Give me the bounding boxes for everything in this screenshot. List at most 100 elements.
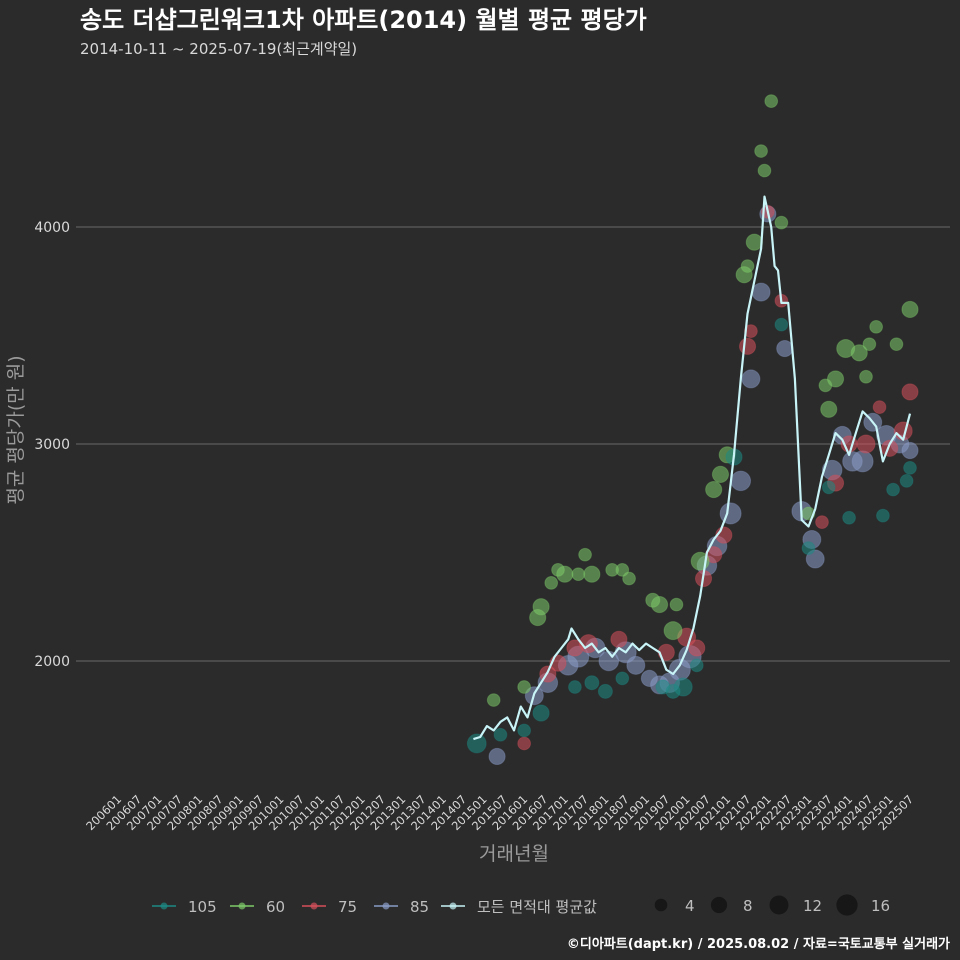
point-60	[826, 370, 845, 388]
legend-label: 85	[410, 898, 429, 916]
legend-label: 105	[188, 898, 217, 916]
y-tick-label: 2000	[34, 654, 70, 670]
point-60	[544, 576, 559, 590]
scatter-points	[466, 94, 919, 766]
point-105	[597, 683, 613, 699]
y-tick-label: 4000	[34, 220, 70, 236]
point-60	[754, 144, 768, 158]
point-105	[689, 658, 704, 673]
legend-key-dot	[160, 902, 168, 910]
size-legend-dot	[710, 896, 728, 914]
size-legend: 4 8 12 16	[654, 894, 890, 916]
size-legend-dot	[769, 895, 789, 915]
point-85	[805, 549, 825, 569]
point-60	[705, 480, 723, 499]
chart-title: 송도 더샵그린워크1차 아파트(2014) 월별 평균 평당가	[80, 6, 647, 34]
point-60	[650, 596, 669, 614]
point-105	[532, 704, 550, 722]
point-105	[673, 677, 693, 697]
size-legend-label: 8	[743, 897, 753, 915]
point-60	[745, 233, 763, 251]
point-105	[801, 541, 816, 556]
size-legend-dot	[836, 894, 858, 916]
point-60	[889, 337, 904, 352]
point-60	[820, 400, 838, 418]
point-75	[872, 400, 887, 414]
legend-key-dot	[382, 902, 390, 910]
point-60	[486, 693, 501, 707]
y-tick-label: 3000	[34, 437, 70, 453]
point-60	[901, 300, 919, 319]
point-75	[856, 434, 876, 454]
size-legend-label: 12	[803, 897, 822, 915]
point-75	[517, 736, 532, 751]
y-gridlines	[76, 226, 950, 662]
point-75	[744, 324, 758, 339]
point-60	[869, 319, 884, 334]
point-85	[751, 282, 771, 302]
point-85	[730, 470, 752, 492]
point-60	[532, 598, 550, 616]
point-85	[741, 369, 761, 389]
point-60	[556, 565, 574, 583]
point-60	[583, 565, 601, 583]
point-105	[493, 727, 508, 742]
point-60	[669, 597, 684, 612]
point-75	[901, 383, 919, 401]
legend-label: 모든 면적대 평균값	[477, 898, 597, 916]
point-105	[899, 474, 914, 488]
point-105	[517, 723, 532, 738]
point-105	[886, 482, 900, 497]
legend-label: 60	[266, 898, 285, 916]
size-legend-label: 4	[685, 897, 695, 915]
point-75	[688, 639, 706, 657]
point-105	[615, 671, 630, 686]
point-85	[851, 450, 874, 473]
point-105	[821, 480, 836, 495]
point-60	[622, 571, 636, 586]
point-105	[903, 461, 917, 475]
series-legend: 105 60 75 85 모든 면적대 평균값	[152, 898, 597, 916]
point-105	[466, 733, 487, 754]
point-60	[711, 465, 730, 483]
point-105	[568, 680, 582, 694]
y-axis-title: 평균 평당가(만 원)	[5, 355, 27, 504]
point-60	[571, 567, 586, 582]
x-tick-labels: 2006012006072007012007072008012008072009…	[83, 792, 916, 833]
size-legend-label: 16	[871, 897, 890, 915]
point-60	[517, 680, 532, 694]
point-60	[757, 163, 772, 178]
point-60	[615, 563, 630, 577]
point-85	[488, 747, 506, 766]
point-75	[610, 630, 628, 648]
x-axis-title: 거래년월	[479, 843, 549, 865]
point-60	[850, 344, 868, 362]
point-60	[859, 369, 873, 384]
point-105	[774, 317, 789, 332]
legend-key-dot	[238, 902, 246, 910]
point-85	[901, 441, 919, 460]
point-60	[774, 215, 789, 230]
y-tick-labels: 2000 3000 4000	[34, 220, 70, 670]
point-60	[764, 94, 779, 108]
legend-key-dot	[310, 902, 318, 910]
point-105	[842, 510, 856, 525]
source-caption: ©디아파트(dapt.kr) / 2025.08.02 / 자료=국토교통부 실…	[567, 936, 950, 952]
point-105	[584, 675, 600, 691]
legend-label: 75	[338, 898, 357, 916]
point-85	[776, 339, 794, 358]
chart-subtitle: 2014-10-11 ~ 2025-07-19(최근계약일)	[80, 40, 357, 58]
average-line	[473, 195, 912, 741]
point-60	[578, 547, 592, 562]
point-60	[740, 259, 755, 273]
point-60	[862, 337, 877, 352]
average-line-group	[473, 195, 912, 741]
point-85	[626, 655, 646, 675]
point-75	[738, 337, 757, 355]
size-legend-dot	[654, 898, 668, 912]
legend-key-dot	[449, 902, 457, 910]
point-60	[663, 621, 683, 641]
point-75	[815, 515, 829, 529]
